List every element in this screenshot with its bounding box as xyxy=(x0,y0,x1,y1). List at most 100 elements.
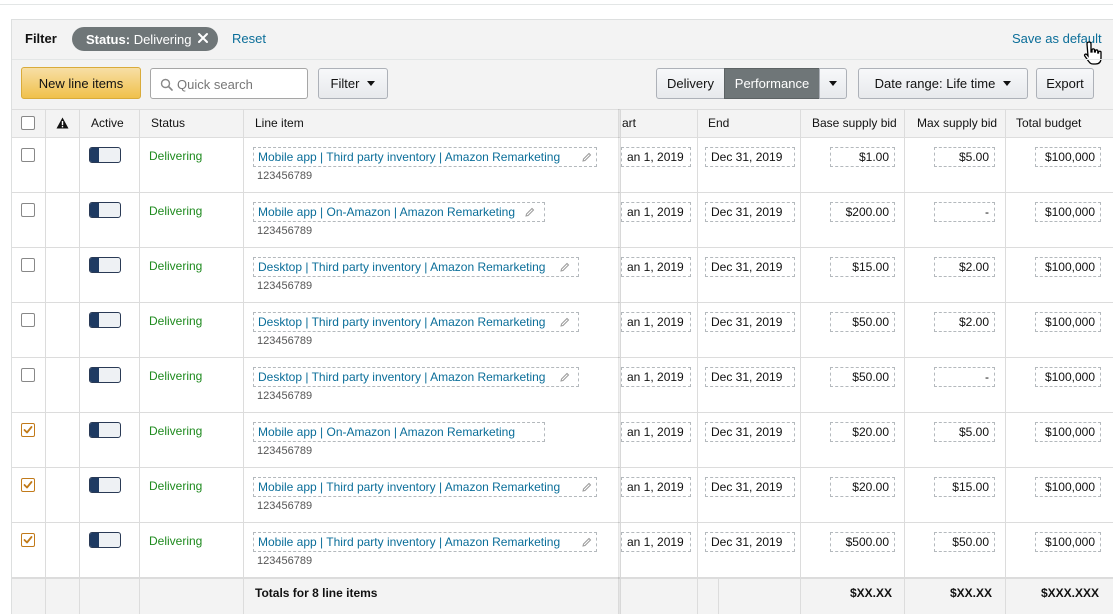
start-date-field[interactable]: an 1, 2019 xyxy=(621,367,691,387)
max-supply-bid-field[interactable]: $50.00 xyxy=(934,532,995,552)
base-supply-bid-field[interactable]: $50.00 xyxy=(830,367,895,387)
line-item-name-link[interactable]: Mobile app | Third party inventory | Ama… xyxy=(253,147,597,167)
close-icon[interactable] xyxy=(196,31,210,45)
line-item-name: Mobile app | Third party inventory | Ama… xyxy=(258,480,561,494)
filter-dropdown-button[interactable]: Filter xyxy=(318,68,388,99)
row-checkbox[interactable] xyxy=(21,478,35,492)
line-item-name: Mobile app | On-Amazon | Amazon Remarket… xyxy=(258,205,516,219)
column-divider xyxy=(697,109,698,614)
select-all-checkbox[interactable] xyxy=(21,116,35,130)
base-supply-bid-field[interactable]: $15.00 xyxy=(830,257,895,277)
tab-performance[interactable]: Performance xyxy=(724,68,820,99)
status-filter-chip[interactable]: Status: Delivering xyxy=(72,27,218,51)
pencil-icon[interactable] xyxy=(560,317,570,327)
line-item-id: 123456789 xyxy=(257,445,313,457)
total-budget-field[interactable]: $100,000 xyxy=(1035,257,1101,277)
row-checkbox[interactable] xyxy=(21,258,35,272)
quick-search-input[interactable]: Quick search xyxy=(150,68,308,99)
total-budget-field[interactable]: $100,000 xyxy=(1035,367,1101,387)
row-checkbox[interactable] xyxy=(21,368,35,382)
start-date-field[interactable]: an 1, 2019 xyxy=(621,202,691,222)
start-date-field[interactable]: an 1, 2019 xyxy=(621,312,691,332)
row-checkbox[interactable] xyxy=(21,423,35,437)
line-item-name-link[interactable]: Desktop | Third party inventory | Amazon… xyxy=(253,257,579,277)
end-date-field[interactable]: Dec 31, 2019 xyxy=(705,257,795,277)
total-budget-field[interactable]: $100,000 xyxy=(1035,202,1101,222)
active-toggle[interactable] xyxy=(89,532,121,548)
warning-icon xyxy=(56,117,69,129)
end-date-field[interactable]: Dec 31, 2019 xyxy=(705,532,795,552)
active-toggle[interactable] xyxy=(89,202,121,218)
pencil-icon[interactable] xyxy=(525,207,535,217)
totals-label: Totals for 8 line items xyxy=(255,586,378,600)
line-item-name-link[interactable]: Desktop | Third party inventory | Amazon… xyxy=(253,312,579,332)
status-text: Delivering xyxy=(149,424,203,438)
end-date-field[interactable]: Dec 31, 2019 xyxy=(705,367,795,387)
line-item-name-link[interactable]: Mobile app | On-Amazon | Amazon Remarket… xyxy=(253,422,545,442)
start-date-field[interactable]: an 1, 2019 xyxy=(621,257,691,277)
base-supply-bid-field[interactable]: $20.00 xyxy=(830,477,895,497)
pencil-icon[interactable] xyxy=(560,372,570,382)
reset-link[interactable]: Reset xyxy=(232,31,266,46)
row-checkbox[interactable] xyxy=(21,148,35,162)
tab-delivery[interactable]: Delivery xyxy=(656,68,725,99)
pencil-icon[interactable] xyxy=(560,262,570,272)
total-budget-field[interactable]: $100,000 xyxy=(1035,422,1101,442)
base-supply-bid-field[interactable]: $500.00 xyxy=(830,532,895,552)
new-line-items-button[interactable]: New line items xyxy=(21,67,141,99)
active-toggle[interactable] xyxy=(89,367,121,383)
active-toggle[interactable] xyxy=(89,422,121,438)
pencil-icon[interactable] xyxy=(582,537,592,547)
view-options-button[interactable] xyxy=(819,68,847,99)
line-item-name-link[interactable]: Mobile app | Third party inventory | Ama… xyxy=(253,477,597,497)
date-range-value: Life time xyxy=(946,76,996,91)
active-toggle[interactable] xyxy=(89,257,121,273)
row-checkbox[interactable] xyxy=(21,203,35,217)
checkmark-icon xyxy=(23,426,33,434)
active-toggle[interactable] xyxy=(89,147,121,163)
export-button[interactable]: Export xyxy=(1036,68,1094,99)
start-date-field[interactable]: an 1, 2019 xyxy=(621,532,691,552)
column-header-status: Status xyxy=(151,116,186,130)
column-divider xyxy=(79,578,80,614)
base-supply-bid-field[interactable]: $1.00 xyxy=(830,147,895,167)
frozen-column-shadow xyxy=(618,109,621,614)
base-supply-bid-field[interactable]: $20.00 xyxy=(830,422,895,442)
pencil-icon[interactable] xyxy=(582,482,592,492)
max-supply-bid-field[interactable]: $2.00 xyxy=(934,257,995,277)
active-toggle[interactable] xyxy=(89,312,121,328)
base-supply-bid-field[interactable]: $200.00 xyxy=(830,202,895,222)
total-budget-field[interactable]: $100,000 xyxy=(1035,147,1101,167)
start-date-field[interactable]: an 1, 2019 xyxy=(621,477,691,497)
line-item-name-link[interactable]: Mobile app | On-Amazon | Amazon Remarket… xyxy=(253,202,545,222)
save-as-default-link[interactable]: Save as default xyxy=(1012,31,1102,46)
max-supply-bid-field[interactable]: - xyxy=(934,202,995,222)
max-supply-bid-field[interactable]: $5.00 xyxy=(934,147,995,167)
end-date-field[interactable]: Dec 31, 2019 xyxy=(705,422,795,442)
end-date-field[interactable]: Dec 31, 2019 xyxy=(705,312,795,332)
total-budget-field[interactable]: $100,000 xyxy=(1035,312,1101,332)
active-toggle[interactable] xyxy=(89,477,121,493)
max-supply-bid-field[interactable]: - xyxy=(934,367,995,387)
max-supply-bid-field[interactable]: $15.00 xyxy=(934,477,995,497)
toggle-knob xyxy=(90,368,99,382)
row-checkbox[interactable] xyxy=(21,313,35,327)
end-date-field[interactable]: Dec 31, 2019 xyxy=(705,477,795,497)
start-date-field[interactable]: an 1, 2019 xyxy=(621,147,691,167)
line-item-name-link[interactable]: Mobile app | Third party inventory | Ama… xyxy=(253,532,597,552)
start-date-field[interactable]: an 1, 2019 xyxy=(621,422,691,442)
base-supply-bid-field[interactable]: $50.00 xyxy=(830,312,895,332)
column-divider xyxy=(139,109,140,614)
end-date-field[interactable]: Dec 31, 2019 xyxy=(705,202,795,222)
end-date-field[interactable]: Dec 31, 2019 xyxy=(705,147,795,167)
line-item-name: Mobile app | On-Amazon | Amazon Remarket… xyxy=(258,425,516,439)
max-supply-bid-field[interactable]: $2.00 xyxy=(934,312,995,332)
row-checkbox[interactable] xyxy=(21,533,35,547)
line-item-name-link[interactable]: Desktop | Third party inventory | Amazon… xyxy=(253,367,579,387)
pencil-icon[interactable] xyxy=(582,152,592,162)
max-supply-bid-field[interactable]: $5.00 xyxy=(934,422,995,442)
total-budget-field[interactable]: $100,000 xyxy=(1035,532,1101,552)
total-budget-field[interactable]: $100,000 xyxy=(1035,477,1101,497)
column-divider xyxy=(45,109,46,614)
date-range-select[interactable]: Date range: Life time xyxy=(858,68,1028,99)
